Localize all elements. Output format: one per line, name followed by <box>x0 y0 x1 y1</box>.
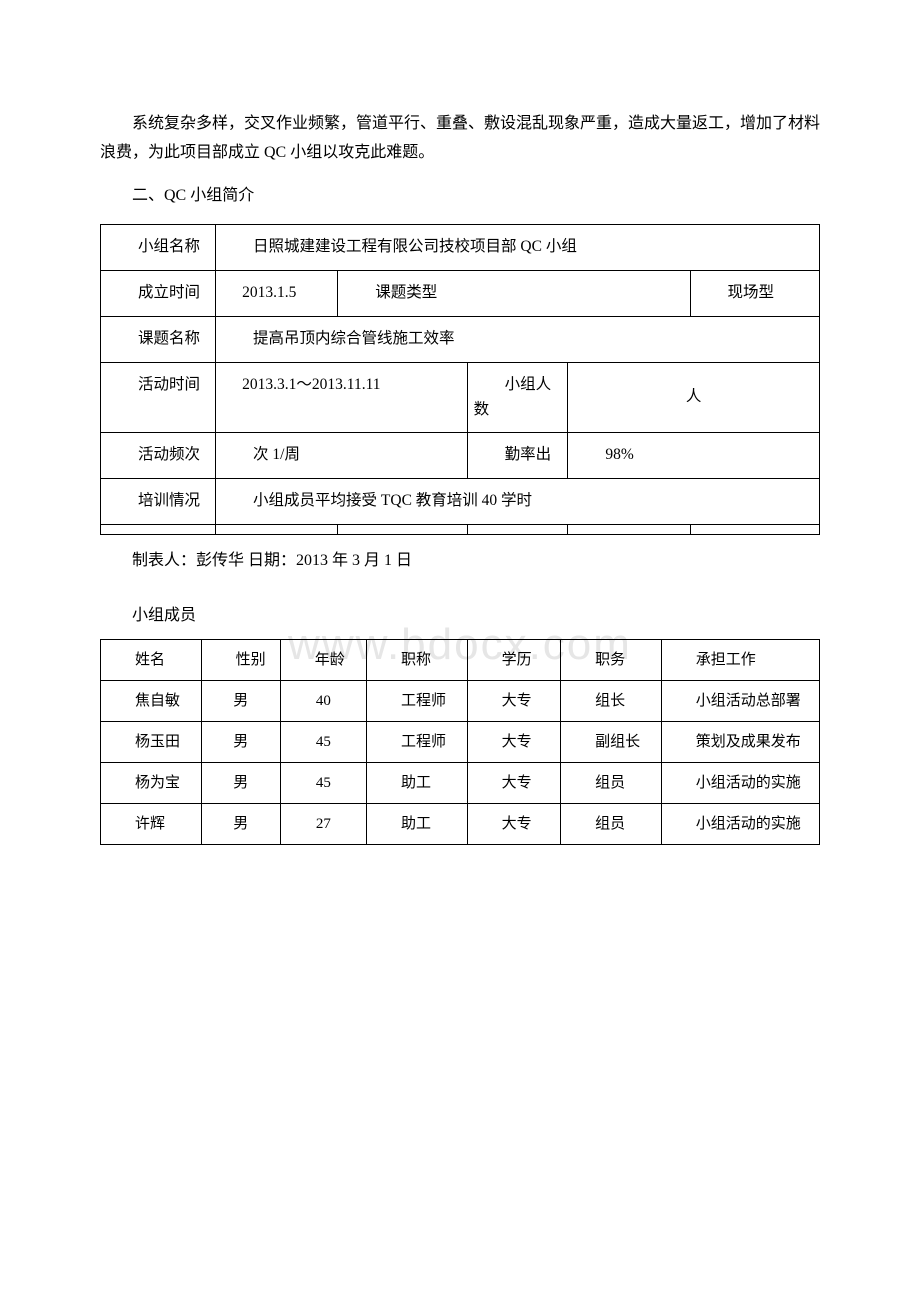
value-setup-time: 2013.1.5 <box>216 271 338 317</box>
table-footer: 制表人：彭传华 日期：2013 年 3 月 1 日 <box>100 547 820 576</box>
table-row: 许辉 男 27 助工 大专 组员 小组活动的实施 <box>101 803 820 844</box>
table-row: 焦自敏 男 40 工程师 大专 组长 小组活动总部署 <box>101 680 820 721</box>
col-role: 职务 <box>561 639 662 680</box>
value-group-name: 日照城建建设工程有限公司技校项目部 QC 小组 <box>216 225 820 271</box>
label-group-name: 小组名称 <box>101 225 216 271</box>
table-row: 成立时间 2013.1.5 课题类型 现场型 <box>101 271 820 317</box>
table-row: 课题名称 提高吊顶内综合管线施工效率 <box>101 316 820 362</box>
table-row: 活动频次 次 1/周 勤率出 98% <box>101 433 820 479</box>
cell: 男 <box>201 762 280 803</box>
table-row <box>101 524 820 534</box>
cell: 助工 <box>367 762 468 803</box>
cell: 策划及成果发布 <box>661 721 819 762</box>
value-training: 小组成员平均接受 TQC 教育培训 40 学时 <box>216 479 820 525</box>
cell: 45 <box>280 721 366 762</box>
cell: 焦自敏 <box>101 680 202 721</box>
col-age: 年龄 <box>280 639 366 680</box>
cell: 副组长 <box>561 721 662 762</box>
cell: 男 <box>201 680 280 721</box>
cell: 大专 <box>467 680 560 721</box>
col-title: 职称 <box>367 639 468 680</box>
members-title: 小组成员 <box>100 602 820 631</box>
label-activity-freq: 活动频次 <box>101 433 216 479</box>
value-topic-name: 提高吊顶内综合管线施工效率 <box>216 316 820 362</box>
value-activity-time: 2013.3.1～2013.11.11 <box>216 362 468 433</box>
cell: 工程师 <box>367 680 468 721</box>
cell: 工程师 <box>367 721 468 762</box>
cell: 40 <box>280 680 366 721</box>
cell: 大专 <box>467 762 560 803</box>
section-2-title: 二、QC 小组简介 <box>100 182 820 211</box>
label-topic-name: 课题名称 <box>101 316 216 362</box>
cell: 小组活动的实施 <box>661 762 819 803</box>
table-row: 姓名 性别 年龄 职称 学历 职务 承担工作 <box>101 639 820 680</box>
value-group-count: 人 <box>568 362 820 433</box>
label-attendance: 勤率出 <box>467 433 568 479</box>
cell: 许辉 <box>101 803 202 844</box>
label-setup-time: 成立时间 <box>101 271 216 317</box>
table-row: 杨为宝 男 45 助工 大专 组员 小组活动的实施 <box>101 762 820 803</box>
cell: 杨为宝 <box>101 762 202 803</box>
cell: 组员 <box>561 762 662 803</box>
intro-paragraph: 系统复杂多样，交叉作业频繁，管道平行、重叠、敷设混乱现象严重，造成大量返工，增加… <box>100 110 820 168</box>
col-gender: 性别 <box>201 639 280 680</box>
cell: 小组活动的实施 <box>661 803 819 844</box>
cell: 男 <box>201 803 280 844</box>
cell: 杨玉田 <box>101 721 202 762</box>
cell: 助工 <box>367 803 468 844</box>
table-row: 培训情况 小组成员平均接受 TQC 教育培训 40 学时 <box>101 479 820 525</box>
value-attendance: 98% <box>568 433 820 479</box>
value-topic-type: 现场型 <box>690 271 819 317</box>
cell: 小组活动总部署 <box>661 680 819 721</box>
label-topic-type: 课题类型 <box>338 271 690 317</box>
cell: 组长 <box>561 680 662 721</box>
qc-group-info-table: 小组名称 日照城建建设工程有限公司技校项目部 QC 小组 成立时间 2013.1… <box>100 224 820 535</box>
table-row: 小组名称 日照城建建设工程有限公司技校项目部 QC 小组 <box>101 225 820 271</box>
table-row: 杨玉田 男 45 工程师 大专 副组长 策划及成果发布 <box>101 721 820 762</box>
col-duty: 承担工作 <box>661 639 819 680</box>
col-edu: 学历 <box>467 639 560 680</box>
label-group-count: 小组人数 <box>467 362 568 433</box>
cell: 45 <box>280 762 366 803</box>
members-table: 姓名 性别 年龄 职称 学历 职务 承担工作 焦自敏 男 40 工程师 大专 组… <box>100 639 820 845</box>
cell: 大专 <box>467 721 560 762</box>
cell: 27 <box>280 803 366 844</box>
cell: 男 <box>201 721 280 762</box>
label-activity-time: 活动时间 <box>101 362 216 433</box>
col-name: 姓名 <box>101 639 202 680</box>
cell: 组员 <box>561 803 662 844</box>
label-training: 培训情况 <box>101 479 216 525</box>
cell: 大专 <box>467 803 560 844</box>
value-activity-freq: 次 1/周 <box>216 433 468 479</box>
table-row: 活动时间 2013.3.1～2013.11.11 小组人数 人 <box>101 362 820 433</box>
